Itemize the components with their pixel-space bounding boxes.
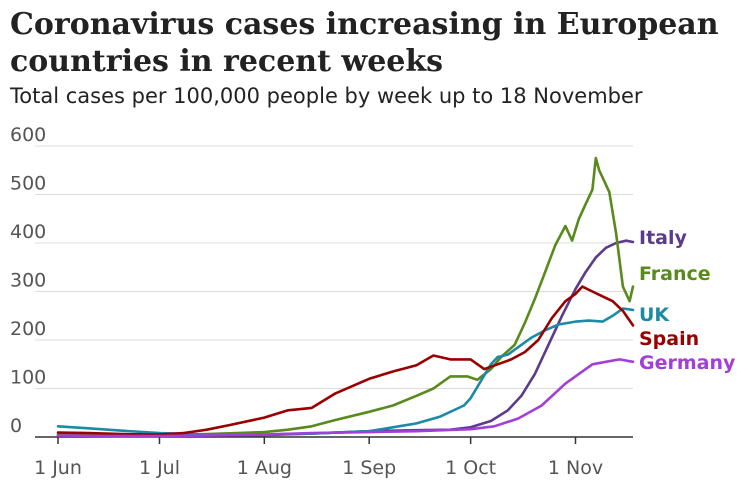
y-axis: 0 100 200 300 400 500 600 [10, 124, 46, 437]
x-tick-label: 1 Oct [445, 457, 496, 479]
chart-subtitle: Total cases per 100,000 people by week u… [10, 84, 643, 108]
x-tick-label: 1 Nov [548, 457, 603, 479]
series-line-spain [56, 285, 635, 436]
series-lines [56, 156, 635, 438]
x-axis: 1 Jun 1 Jul 1 Aug 1 Sep 1 Oct 1 Nov [34, 437, 603, 479]
x-tick-label: 1 Jun [34, 457, 82, 479]
y-tick-label: 300 [10, 270, 46, 292]
y-tick-label: 600 [10, 124, 46, 146]
series-line-france [56, 156, 635, 437]
series-label-uk: UK [639, 304, 670, 326]
series-label-italy: Italy [639, 227, 687, 249]
y-tick-label: 500 [10, 173, 46, 195]
x-tick-label: 1 Jul [139, 457, 180, 479]
series-label-germany: Germany [639, 352, 736, 374]
x-tick-label: 1 Aug [237, 457, 292, 479]
series-label-spain: Spain [639, 328, 699, 350]
y-tick-label: 200 [10, 318, 46, 340]
y-tick-label: 0 [10, 415, 22, 437]
y-tick-label: 100 [10, 367, 46, 389]
y-tick-label: 400 [10, 221, 46, 243]
chart-title: Coronavirus cases increasing in European… [10, 7, 719, 79]
series-line-germany [56, 358, 635, 438]
grid-lines [35, 145, 633, 438]
x-tick-label: 1 Sep [342, 457, 396, 479]
series-label-france: France [639, 263, 711, 285]
